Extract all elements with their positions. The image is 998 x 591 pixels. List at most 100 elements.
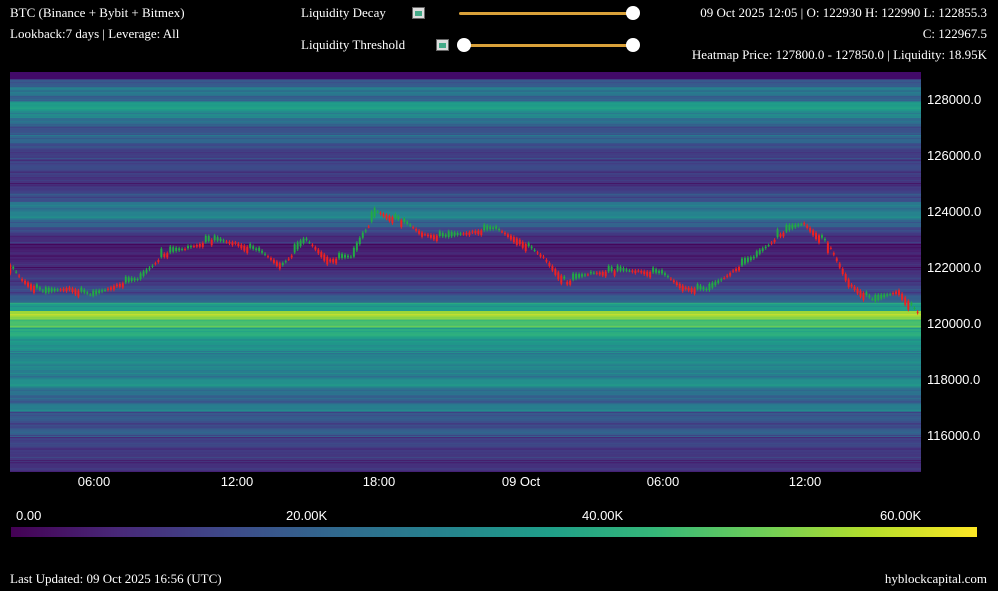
heatmap-stripe xyxy=(10,431,921,433)
candle-body xyxy=(557,272,560,280)
candle-body xyxy=(157,260,160,262)
heatmap-stripe xyxy=(10,132,921,134)
heatmap-stripe xyxy=(10,428,921,430)
candle-body xyxy=(409,224,412,226)
heatmap-stripe xyxy=(10,90,921,92)
candle-body xyxy=(59,289,62,291)
candle-body xyxy=(175,247,178,252)
heatmap-stripe xyxy=(10,183,921,185)
heatmap-stripe xyxy=(10,93,921,95)
candle-body xyxy=(856,288,859,294)
heatmap-stripe xyxy=(10,359,921,361)
candle-body xyxy=(38,287,41,290)
candle-body xyxy=(764,246,767,249)
candle-body xyxy=(844,274,847,281)
heatmap-stripe xyxy=(10,309,921,311)
candle-body xyxy=(444,234,447,237)
heatmap-band xyxy=(10,260,921,271)
candle-body xyxy=(65,288,68,292)
candle-body xyxy=(151,265,154,267)
heatmap-band xyxy=(10,445,921,455)
candle-body xyxy=(364,230,367,232)
candle-body xyxy=(512,237,515,243)
candle-body xyxy=(619,266,622,271)
heatmap-stripe xyxy=(10,275,921,277)
heatmap-stripe xyxy=(10,342,921,344)
liquidity-decay-slider[interactable] xyxy=(459,12,634,15)
candle-body xyxy=(10,265,12,274)
heatmap-stripe xyxy=(10,151,921,153)
candle-body xyxy=(89,294,92,296)
liquidity-threshold-slider[interactable] xyxy=(464,44,634,47)
candle-body xyxy=(44,287,47,293)
heatmap-stripe xyxy=(10,154,921,156)
candle-body xyxy=(406,221,409,224)
liquidity-decay-slider-knob[interactable] xyxy=(626,6,640,20)
candle-body xyxy=(269,258,272,260)
candle-body xyxy=(533,249,536,251)
candle-body xyxy=(898,290,900,296)
heatmap-stripe xyxy=(10,180,921,182)
candle-body xyxy=(222,240,225,242)
candle-body xyxy=(569,280,572,285)
candle-body xyxy=(628,270,631,272)
heatmap-band xyxy=(10,453,921,464)
site-link[interactable]: hyblockcapital.com xyxy=(884,571,987,586)
candle-body xyxy=(471,231,474,233)
price-axis: 128000.0 126000.0 124000.0 122000.0 120000.0… xyxy=(925,72,997,472)
liquidity-threshold-min-knob[interactable] xyxy=(457,38,471,52)
candle-body xyxy=(35,284,38,288)
heatmap-band xyxy=(10,101,921,111)
candle-body xyxy=(536,252,539,254)
liquidity-threshold-image-icon xyxy=(436,39,449,51)
liquidity-heatmap-chart[interactable] xyxy=(10,72,921,472)
candle-body xyxy=(486,225,489,230)
candle-body xyxy=(850,284,853,287)
candle-body xyxy=(877,294,880,300)
heatmap-stripe xyxy=(10,250,921,252)
heatmap-stripe xyxy=(10,403,921,405)
candle-body xyxy=(133,278,136,281)
candle-body xyxy=(575,273,578,279)
heatmap-band xyxy=(10,235,921,246)
heatmap-stripe xyxy=(10,395,921,397)
candle-body xyxy=(838,263,841,268)
heatmap-stripe xyxy=(10,247,921,249)
heatmap-stripe xyxy=(10,468,921,470)
candle-body xyxy=(435,235,438,242)
heatmap-stripe xyxy=(10,149,921,151)
candle-body xyxy=(335,258,338,264)
time-tick-label: 18:00 xyxy=(362,474,396,489)
heatmap-stripe xyxy=(10,406,921,408)
time-tick-label: 09 Oct xyxy=(501,474,541,489)
candle-body xyxy=(192,246,195,248)
heatmap-band xyxy=(10,78,921,89)
candle-body xyxy=(252,246,255,249)
liquidity-threshold-max-knob[interactable] xyxy=(626,38,640,52)
heatmap-stripe xyxy=(10,322,921,324)
candle-body xyxy=(421,232,424,237)
heatmap-band xyxy=(10,395,921,405)
candle-body xyxy=(498,228,501,231)
candle-body xyxy=(702,287,705,290)
ohlc-close-readout: C: 122967.5 xyxy=(922,26,987,41)
candle-body xyxy=(696,284,699,289)
candle-body xyxy=(50,288,53,292)
candle-body xyxy=(904,297,907,305)
candle-body xyxy=(98,290,101,293)
candle-body xyxy=(181,248,184,250)
candle-body xyxy=(853,286,856,291)
candle-body xyxy=(871,298,874,300)
heatmap-band xyxy=(10,134,921,145)
heatmap-band xyxy=(10,462,921,472)
candle-body xyxy=(705,288,708,290)
candle-body xyxy=(80,287,83,292)
heatmap-stripe xyxy=(10,205,921,207)
candle-body xyxy=(480,230,483,236)
candle-body xyxy=(77,290,80,297)
candle-body xyxy=(738,267,741,271)
heatmap-band xyxy=(10,327,921,338)
candle-body xyxy=(749,257,752,261)
candle-body xyxy=(735,268,738,271)
heatmap-stripe xyxy=(10,336,921,338)
